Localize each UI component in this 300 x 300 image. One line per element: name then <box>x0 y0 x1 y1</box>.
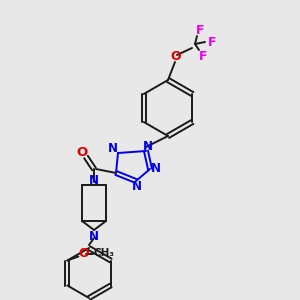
Text: N: N <box>108 142 118 155</box>
Text: CH₃: CH₃ <box>94 248 115 257</box>
Text: O: O <box>78 247 89 260</box>
Text: N: N <box>143 140 153 152</box>
Text: O: O <box>76 146 88 158</box>
Text: N: N <box>89 173 99 187</box>
Text: N: N <box>132 179 142 193</box>
Text: F: F <box>208 35 216 49</box>
Text: F: F <box>199 50 207 62</box>
Text: F: F <box>196 25 204 38</box>
Text: O: O <box>171 50 181 64</box>
Text: N: N <box>151 163 161 176</box>
Text: N: N <box>89 230 99 242</box>
